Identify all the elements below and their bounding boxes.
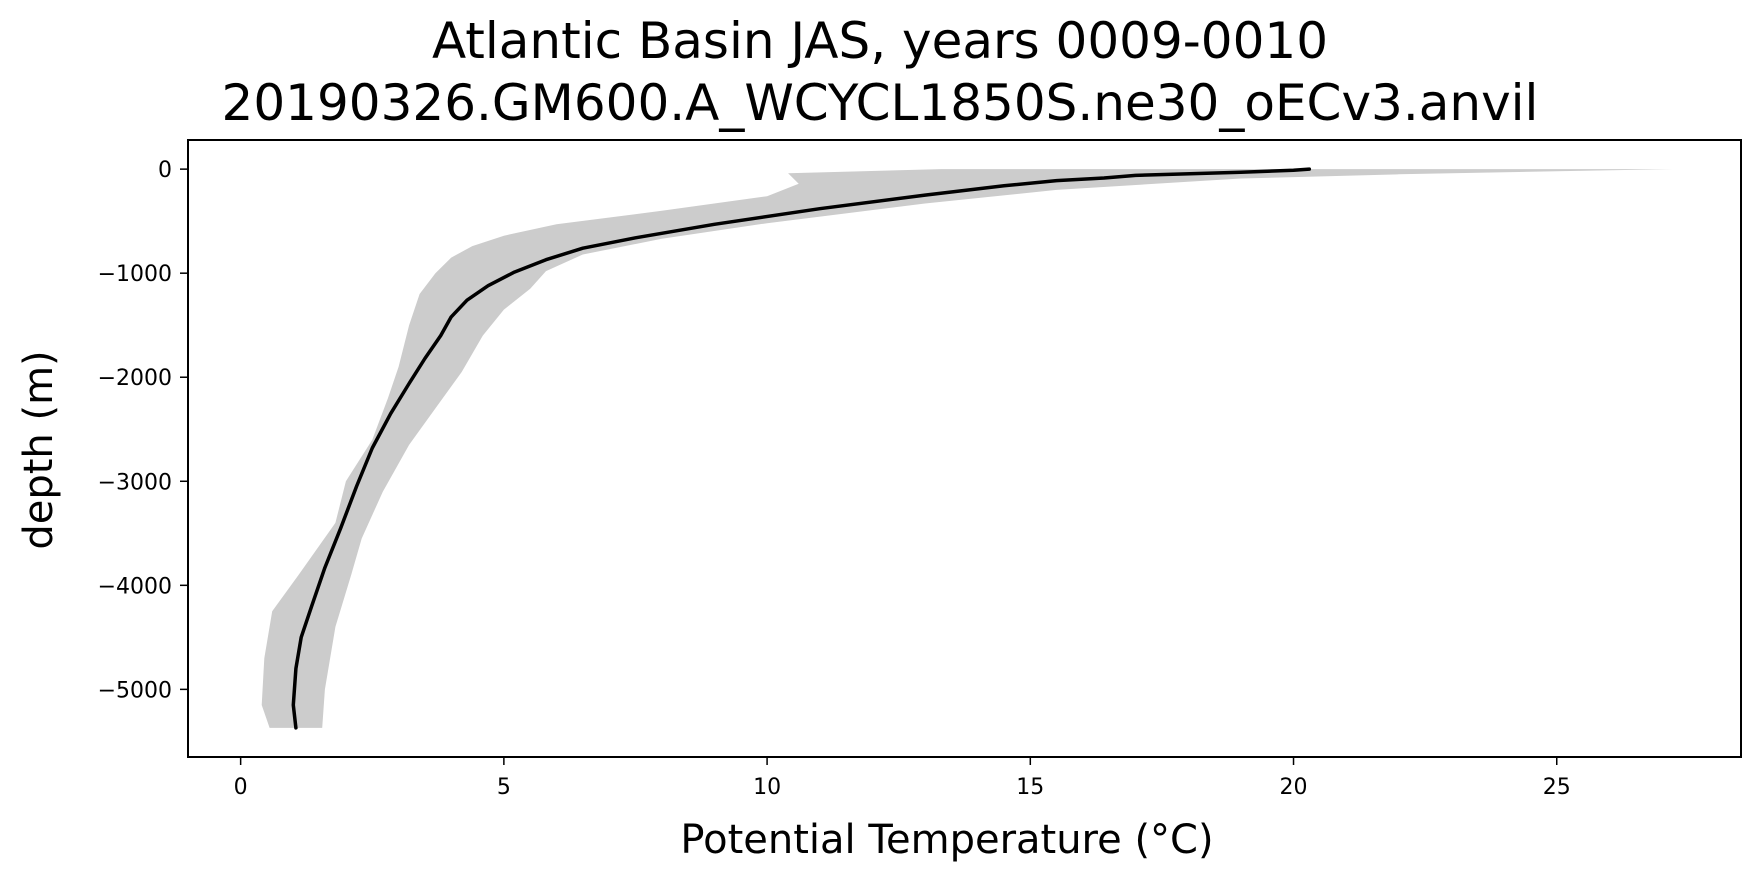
x-tick-label: 10 [753,775,781,800]
x-tick-label: 15 [1016,775,1044,800]
chart-title: Atlantic Basin JAS, years 0009-0010 [432,12,1328,70]
y-tick-label: −5000 [98,678,172,703]
y-axis: 0 −1000 −2000 −3000 −4000 −5000 [98,158,188,703]
plot-frame [187,139,1742,758]
x-tick-label: 5 [497,775,511,800]
x-tick-label: 0 [234,775,248,800]
x-axis: 0 5 10 15 20 25 [234,757,1571,800]
x-tick-label: 20 [1280,775,1308,800]
x-tick-label: 25 [1543,775,1571,800]
chart-subtitle: 20190326.GM600.A_WCYCL1850S.ne30_oECv3.a… [222,74,1539,132]
plot-area [261,167,1673,730]
y-tick-label: −2000 [98,366,172,391]
y-tick-label: −1000 [98,262,172,287]
y-axis-label: depth (m) [16,350,62,549]
x-axis-label: Potential Temperature (°C) [680,817,1213,863]
y-tick-label: −3000 [98,470,172,495]
spread-band [261,169,1673,728]
mean-profile-line [291,167,1312,730]
y-tick-label: −4000 [98,574,172,599]
y-tick-label: 0 [158,158,172,183]
